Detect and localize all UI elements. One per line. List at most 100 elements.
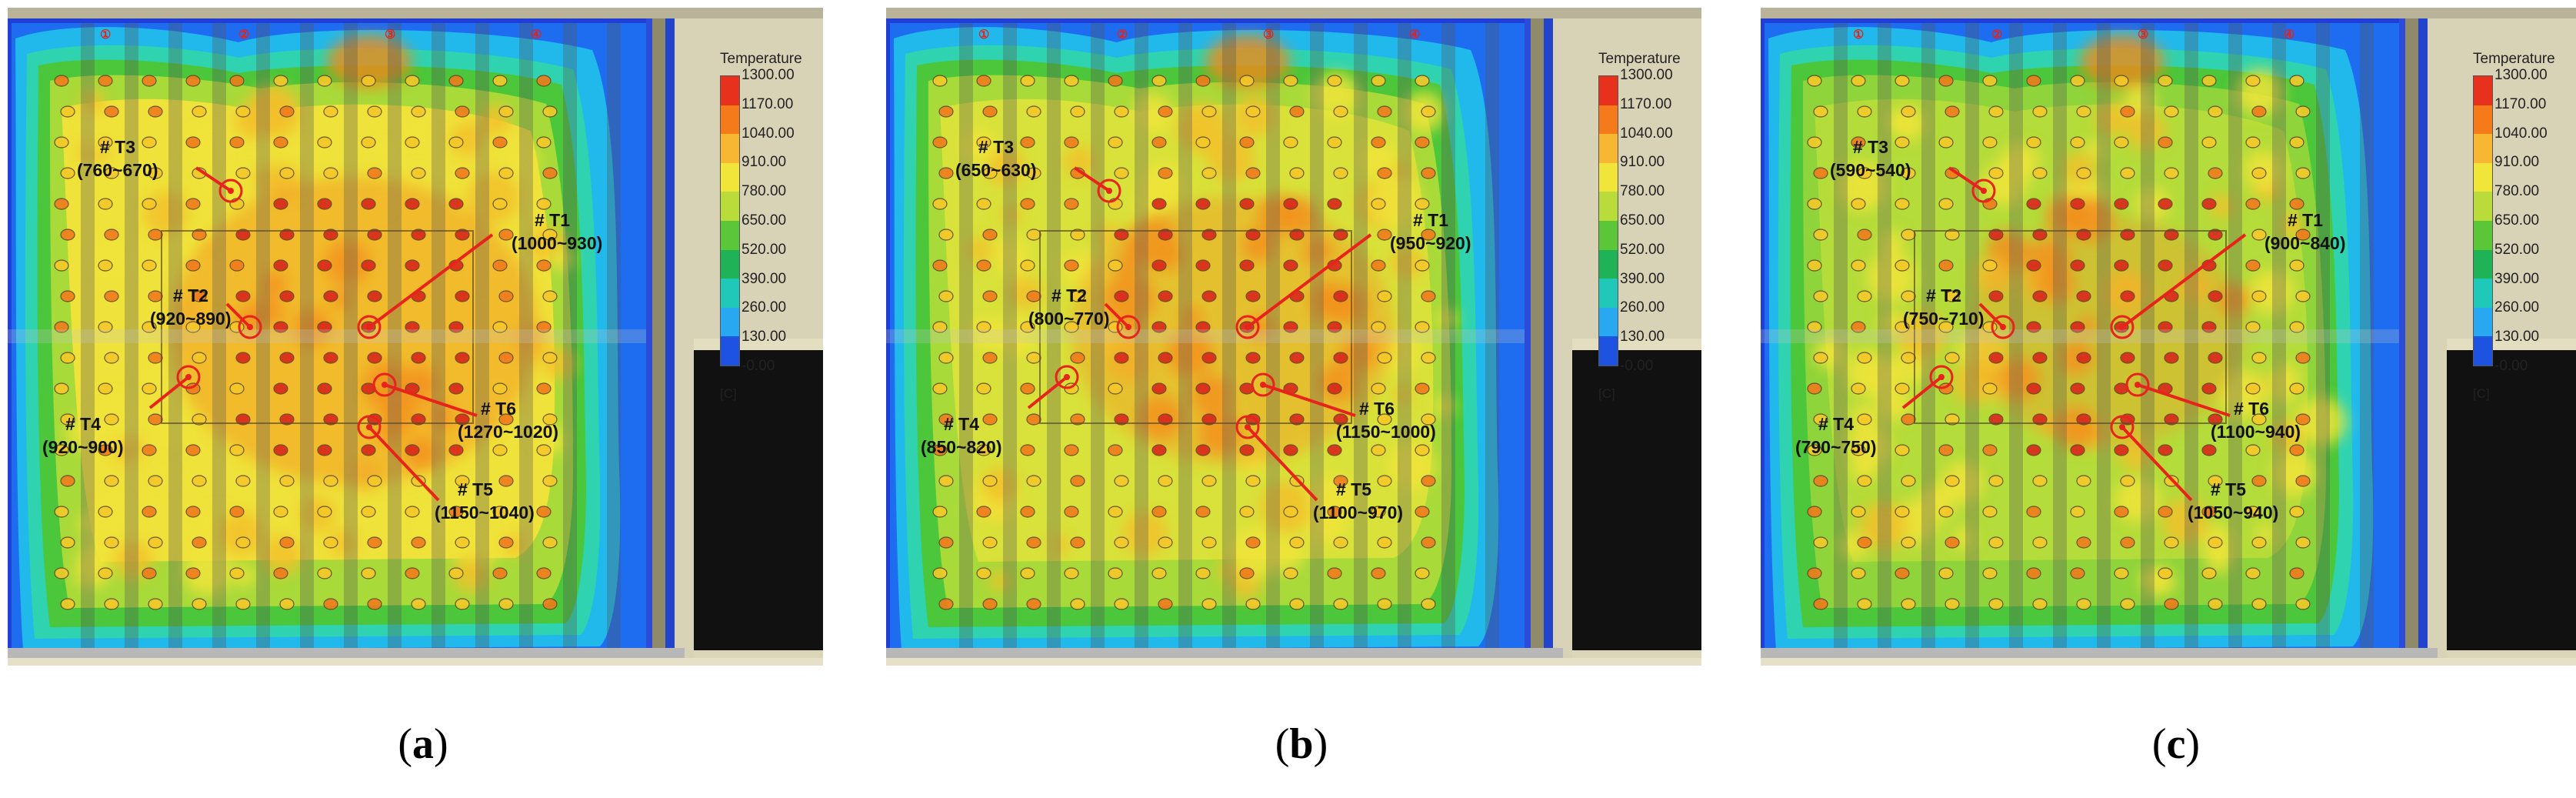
sensor-temperature-range: (750~710) — [1903, 309, 1984, 329]
panel-caption: (a) — [398, 720, 448, 768]
sensor-arrow-head — [1125, 324, 1131, 330]
panel-caption-letter: a — [412, 720, 434, 768]
sensor-id: # T4 — [944, 414, 979, 434]
heatmap-field — [886, 23, 1563, 658]
legend-color-segment — [721, 279, 739, 308]
sensor-arrow — [2121, 233, 2247, 329]
sensor-arrow-head — [382, 382, 388, 388]
heatmap-field — [8, 23, 685, 658]
legend-tick-label: 520.00 — [741, 241, 787, 258]
sensor-arrow-head — [366, 424, 372, 430]
legend-tick-label: -0.00 — [2494, 358, 2528, 374]
legend-color-segment — [2474, 162, 2492, 192]
legend-color-segment — [1599, 249, 1618, 279]
sensor-arrow-head — [2134, 382, 2141, 388]
legend-color-segment — [1599, 105, 1618, 135]
sensor-id: # T2 — [173, 285, 208, 306]
sensor-id: # T5 — [1336, 479, 1371, 499]
sensor-1: # T1 (1000~930) — [357, 210, 602, 339]
sensor-id: # T6 — [2234, 399, 2269, 419]
sensor-arrow-head — [1981, 188, 1987, 194]
sensor-3: # T3 (590~540) — [1830, 137, 1996, 203]
sensor-id: # T1 — [2288, 210, 2323, 230]
legend-color-segment — [721, 249, 739, 279]
legend-unit: [C] — [1598, 386, 1615, 401]
legend-tick-label: 650.00 — [2494, 212, 2540, 229]
sensor-arrow-head — [1260, 382, 1266, 388]
legend-color-segment — [1599, 279, 1618, 308]
column-marker-4: ④ — [1409, 28, 1420, 42]
legend-title: Temperature — [1598, 51, 1681, 67]
legend-color-segment — [721, 336, 739, 366]
legend-tick-label: 780.00 — [741, 183, 787, 200]
legend-tick-label: 130.00 — [2494, 329, 2540, 346]
sensor-marker-circle — [1097, 179, 1121, 203]
sensor-id: # T6 — [1359, 399, 1395, 419]
legend-color-segment — [2474, 134, 2492, 163]
legend-unit: [C] — [2473, 386, 2490, 401]
sensor-marker-circle — [2110, 415, 2134, 439]
sensor-6: # T6 (1100~940) — [2125, 372, 2301, 442]
sensor-temperature-range: (650~630) — [955, 160, 1037, 180]
sensor-temperature-range: (1100~970) — [1313, 503, 1403, 523]
sensor-temperature-range: (950~920) — [1390, 233, 1471, 253]
legend-tick-label: 1300.00 — [1620, 67, 1673, 83]
legend-color-bar — [1598, 75, 1618, 366]
sensor-temperature-range: (590~540) — [1830, 160, 1911, 180]
legend-color-segment — [2474, 336, 2492, 366]
sensor-temperature-range: (760~670) — [77, 160, 158, 180]
legend-tick-label: 910.00 — [2494, 154, 2540, 171]
legend-color-segment — [1599, 134, 1618, 163]
sensor-4: # T4 (920~900) — [42, 365, 201, 457]
sensor-marker-circle — [357, 415, 382, 439]
sensor-arrow-head — [228, 188, 234, 194]
column-marker-1: ① — [100, 28, 111, 42]
column-marker-3: ③ — [385, 28, 395, 42]
thermal-panel-a: ① ② ③ ④ # T1 (1000~930) # T2 (920~890) # T3 (760~… — [8, 8, 823, 666]
sensor-arrow — [368, 233, 494, 329]
temperature-legend: Temperature 1300.00 1170.00 1040.00 910.00 78… — [1572, 15, 1701, 666]
legend-tick-label: 1040.00 — [2494, 125, 2548, 142]
sensor-arrow — [1948, 166, 1985, 192]
legend-tick-label: 650.00 — [1620, 212, 1665, 229]
sensor-temperature-range: (1150~1040) — [435, 503, 535, 523]
legend-color-segment — [2474, 192, 2492, 221]
legend-color-segment — [1599, 307, 1618, 337]
sensor-marker-circle — [1116, 315, 1141, 339]
sensor-marker-circle — [1991, 315, 2015, 339]
temperature-legend: Temperature 1300.00 1170.00 1040.00 910.00 78… — [694, 15, 823, 666]
sensor-temperature-range: (1150~1000) — [1336, 422, 1436, 442]
legend-tick-label: 130.00 — [741, 329, 787, 346]
legend-color-segment — [1599, 76, 1618, 105]
sensor-3: # T3 (650~630) — [955, 137, 1121, 203]
legend-unit: [C] — [720, 386, 737, 401]
sensor-1: # T1 (900~840) — [2110, 210, 2346, 339]
sensor-6: # T6 (1150~1000) — [1251, 372, 1436, 442]
legend-color-segment — [2474, 307, 2492, 337]
sensor-marker-circle — [1055, 365, 1079, 389]
sensor-arrow — [2137, 383, 2231, 417]
sensor-5: # T5 (1050~940) — [2110, 415, 2278, 523]
legend-tick-label: 1170.00 — [2494, 95, 2547, 112]
temperature-contour-map: ① ② ③ ④ # T1 (1000~930) # T2 (920~890) # T3 (760~… — [8, 8, 823, 666]
legend-tick-label: 780.00 — [1620, 183, 1665, 200]
legend-tick-label: 1040.00 — [1620, 125, 1673, 142]
column-marker-2: ② — [1991, 28, 2002, 42]
legend-color-segment — [721, 76, 739, 105]
sensor-arrow-head — [1106, 188, 1112, 194]
temperature-contour-map: ① ② ③ ④ # T1 (950~920) # T2 (800~770) # T3 (650~6… — [886, 8, 1701, 666]
sensor-marker-circle — [372, 372, 397, 397]
sensor-id: # T4 — [65, 414, 101, 434]
sensor-id: # T3 — [978, 137, 1014, 157]
thermal-panel-b: ① ② ③ ④ # T1 (950~920) # T2 (800~770) # T3 (650~6… — [886, 8, 1701, 666]
sensor-arrow — [1978, 302, 2004, 329]
column-marker-2: ② — [1117, 28, 1128, 42]
sensor-arrow — [1262, 383, 1356, 417]
sensor-temperature-range: (790~750) — [1795, 437, 1877, 457]
sensor-id: # T2 — [1051, 285, 1087, 306]
sensor-marker-circle — [1971, 179, 1996, 203]
sensor-arrow-head — [2000, 324, 2006, 330]
legend-tick-label: 260.00 — [741, 299, 787, 316]
panel-caption-letter: b — [1289, 720, 1314, 768]
panel-caption: (c) — [2151, 720, 2201, 768]
